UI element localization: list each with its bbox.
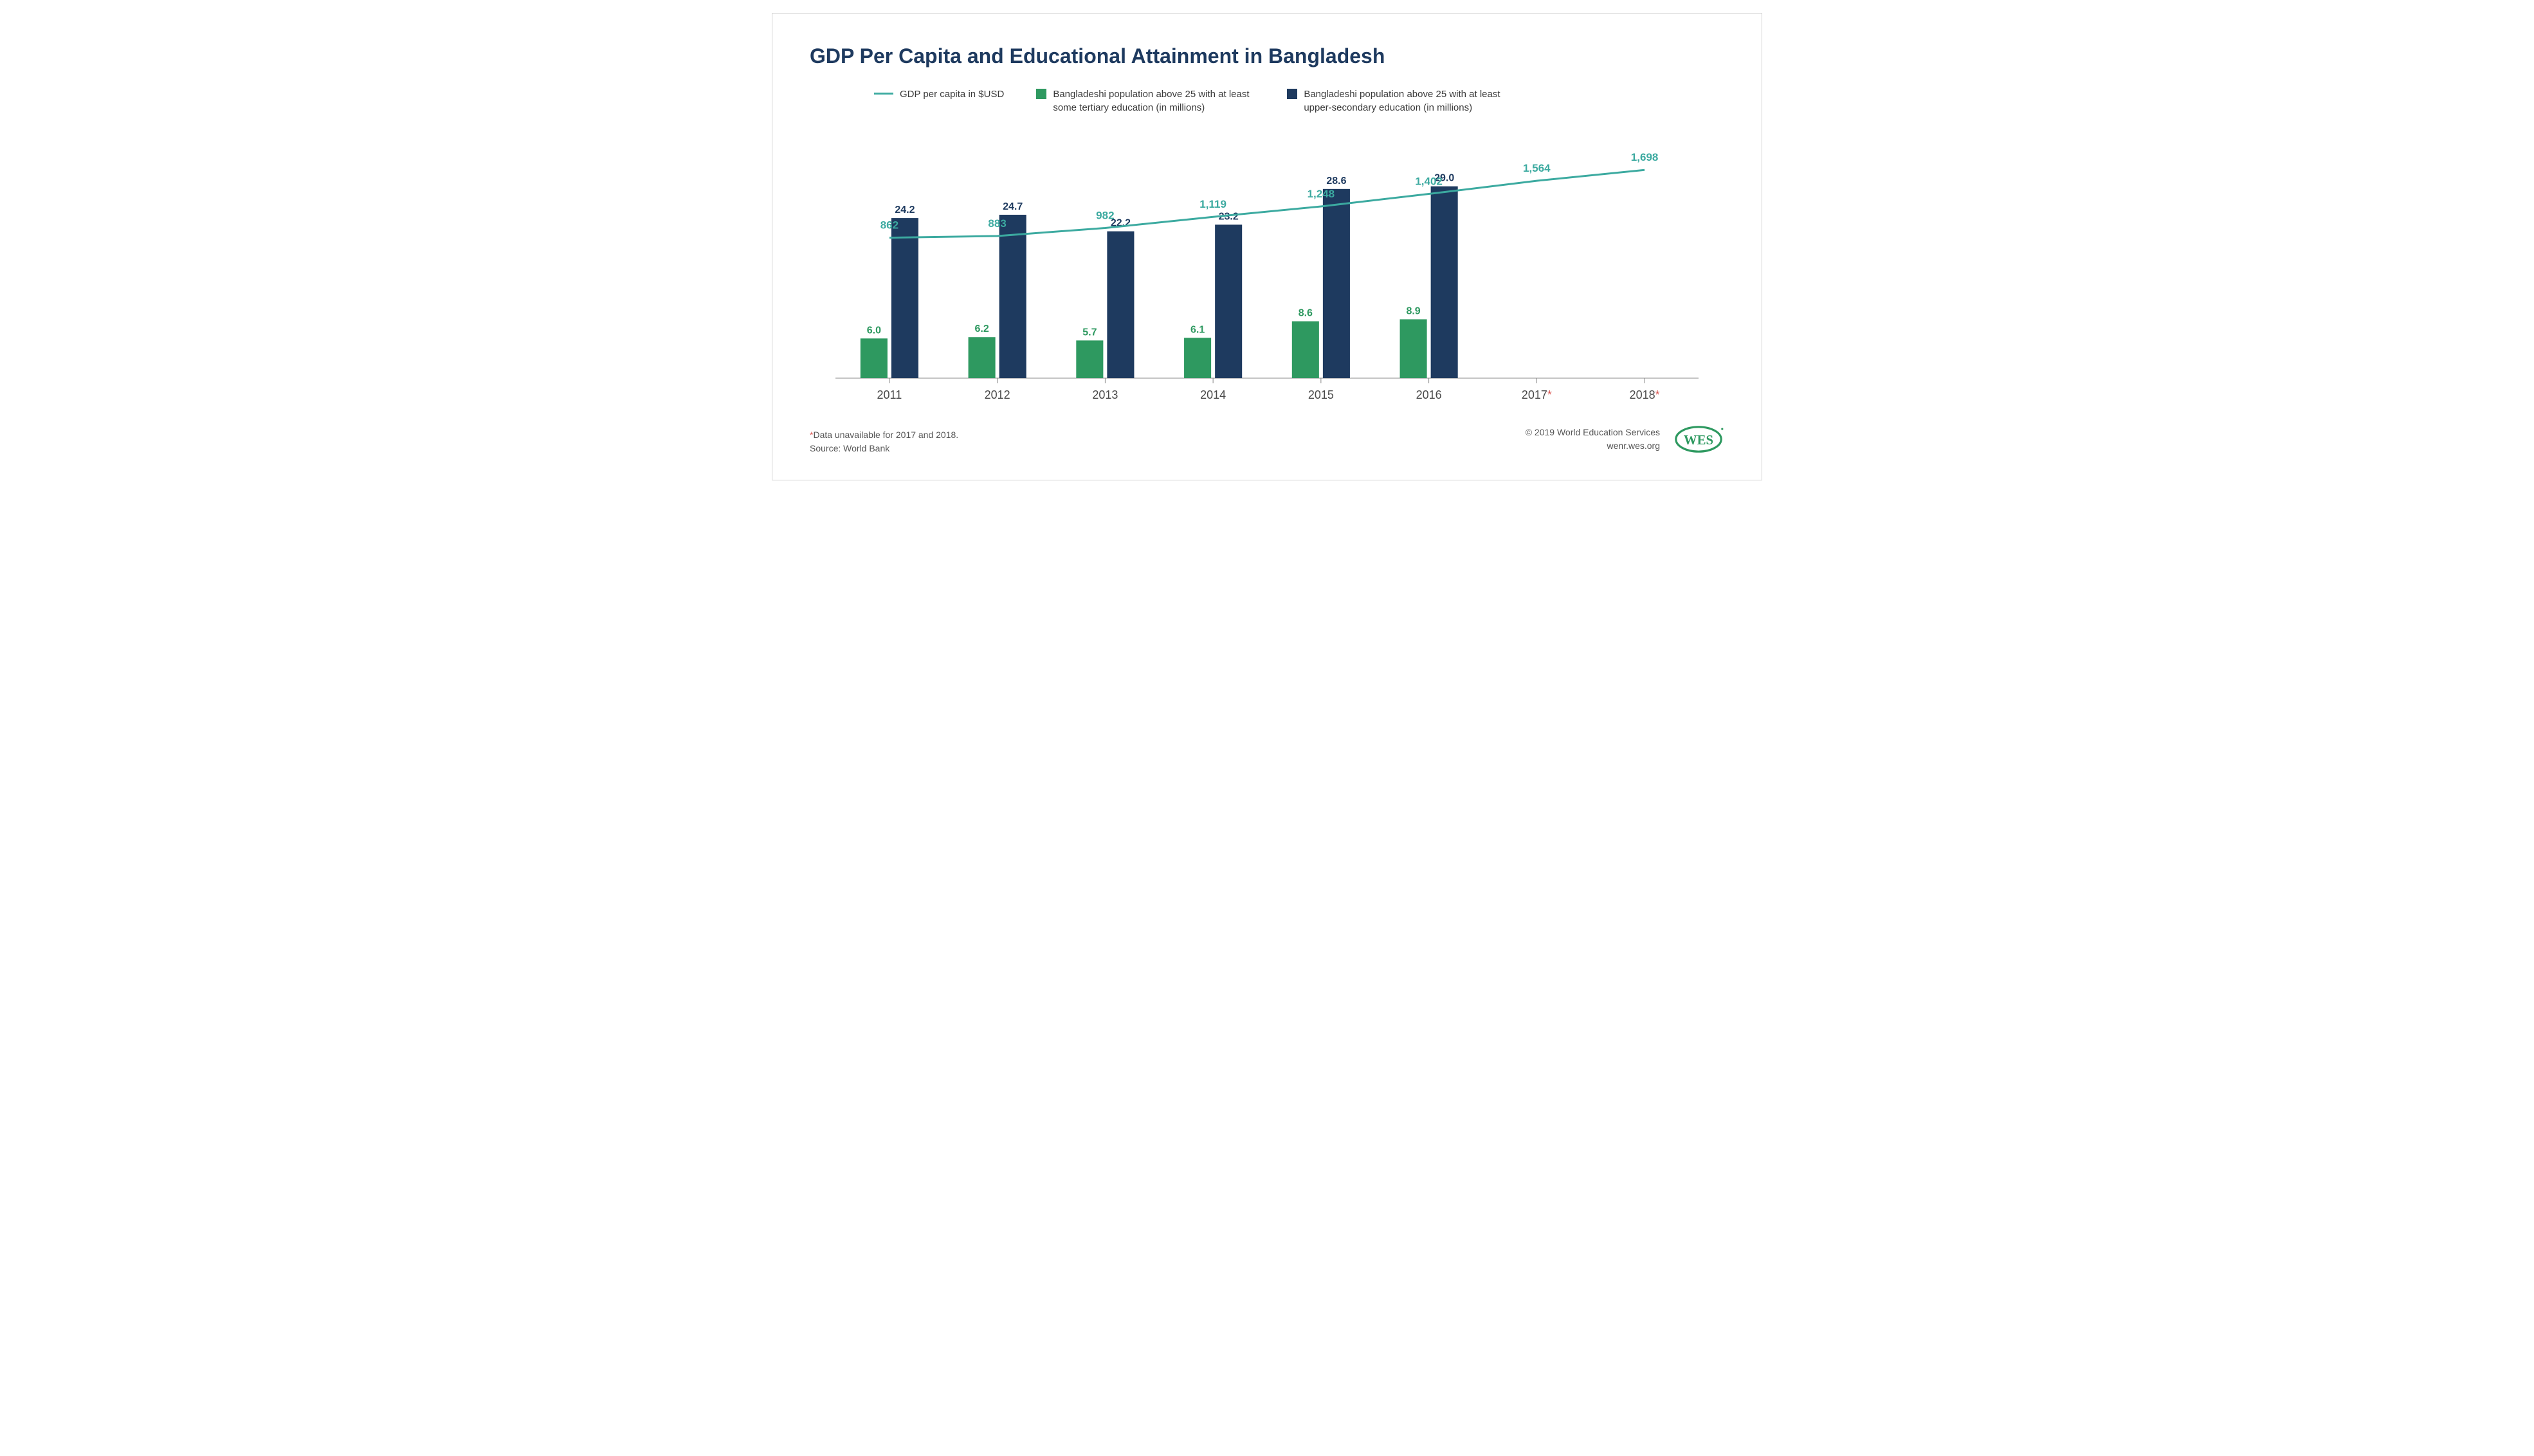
legend-label: Bangladeshi population above 25 with at …	[1304, 87, 1506, 114]
chart-container: GDP Per Capita and Educational Attainmen…	[778, 19, 1756, 475]
wes-logo-icon: WES	[1673, 423, 1724, 455]
svg-text:1,564: 1,564	[1523, 162, 1551, 174]
footer-left: *Data unavailable for 2017 and 2018. Sou…	[810, 428, 958, 455]
svg-text:862: 862	[880, 219, 898, 232]
svg-text:2011: 2011	[877, 388, 902, 401]
svg-text:2012: 2012	[985, 388, 1010, 401]
svg-text:1,119: 1,119	[1199, 198, 1226, 210]
footer-note: *Data unavailable for 2017 and 2018.	[810, 428, 958, 442]
svg-text:6.0: 6.0	[867, 325, 881, 336]
svg-text:2015: 2015	[1308, 388, 1334, 401]
footer-url: wenr.wes.org	[1526, 439, 1660, 453]
footer-right: © 2019 World Education Services wenr.wes…	[1526, 423, 1724, 455]
footer-copyright: © 2019 World Education Services	[1526, 426, 1660, 439]
chart-title: GDP Per Capita and Educational Attainmen…	[810, 44, 1724, 68]
chart-outer-frame: GDP Per Capita and Educational Attainmen…	[772, 13, 1762, 480]
chart-footer: *Data unavailable for 2017 and 2018. Sou…	[810, 423, 1724, 455]
svg-text:28.6: 28.6	[1326, 176, 1346, 187]
svg-text:8.9: 8.9	[1406, 305, 1420, 316]
svg-text:24.2: 24.2	[895, 205, 915, 215]
svg-text:2013: 2013	[1092, 388, 1118, 401]
svg-text:883: 883	[988, 217, 1006, 230]
legend-label: GDP per capita in $USD	[900, 87, 1004, 101]
footer-attribution: © 2019 World Education Services wenr.wes…	[1526, 426, 1660, 453]
svg-text:2018*: 2018*	[1630, 388, 1660, 401]
svg-text:982: 982	[1096, 209, 1114, 221]
legend-box-swatch	[1036, 89, 1046, 99]
svg-text:2017*: 2017*	[1522, 388, 1552, 401]
plot-area: 20116.024.220126.224.720135.722.220146.1…	[823, 140, 1711, 410]
svg-text:1,698: 1,698	[1631, 151, 1659, 163]
wes-logo-text: WES	[1684, 433, 1713, 448]
svg-text:6.2: 6.2	[974, 323, 989, 334]
legend-item-gdp: GDP per capita in $USD	[874, 87, 1004, 101]
svg-text:5.7: 5.7	[1082, 327, 1097, 338]
svg-text:6.1: 6.1	[1190, 324, 1205, 335]
svg-text:2014: 2014	[1200, 388, 1226, 401]
legend-box-swatch	[1287, 89, 1297, 99]
svg-text:1,248: 1,248	[1308, 188, 1335, 200]
legend-item-tertiary: Bangladeshi population above 25 with at …	[1036, 87, 1255, 114]
legend-label: Bangladeshi population above 25 with at …	[1053, 87, 1255, 114]
svg-text:2016: 2016	[1416, 388, 1442, 401]
svg-text:24.7: 24.7	[1003, 201, 1023, 212]
footer-source: Source: World Bank	[810, 442, 958, 455]
chart-svg: 20116.024.220126.224.720135.722.220146.1…	[823, 140, 1711, 410]
svg-text:8.6: 8.6	[1299, 308, 1313, 319]
legend: GDP per capita in $USD Bangladeshi popul…	[874, 87, 1724, 114]
svg-text:1,402: 1,402	[1415, 176, 1443, 188]
legend-item-upper-secondary: Bangladeshi population above 25 with at …	[1287, 87, 1506, 114]
legend-line-swatch	[874, 93, 893, 95]
